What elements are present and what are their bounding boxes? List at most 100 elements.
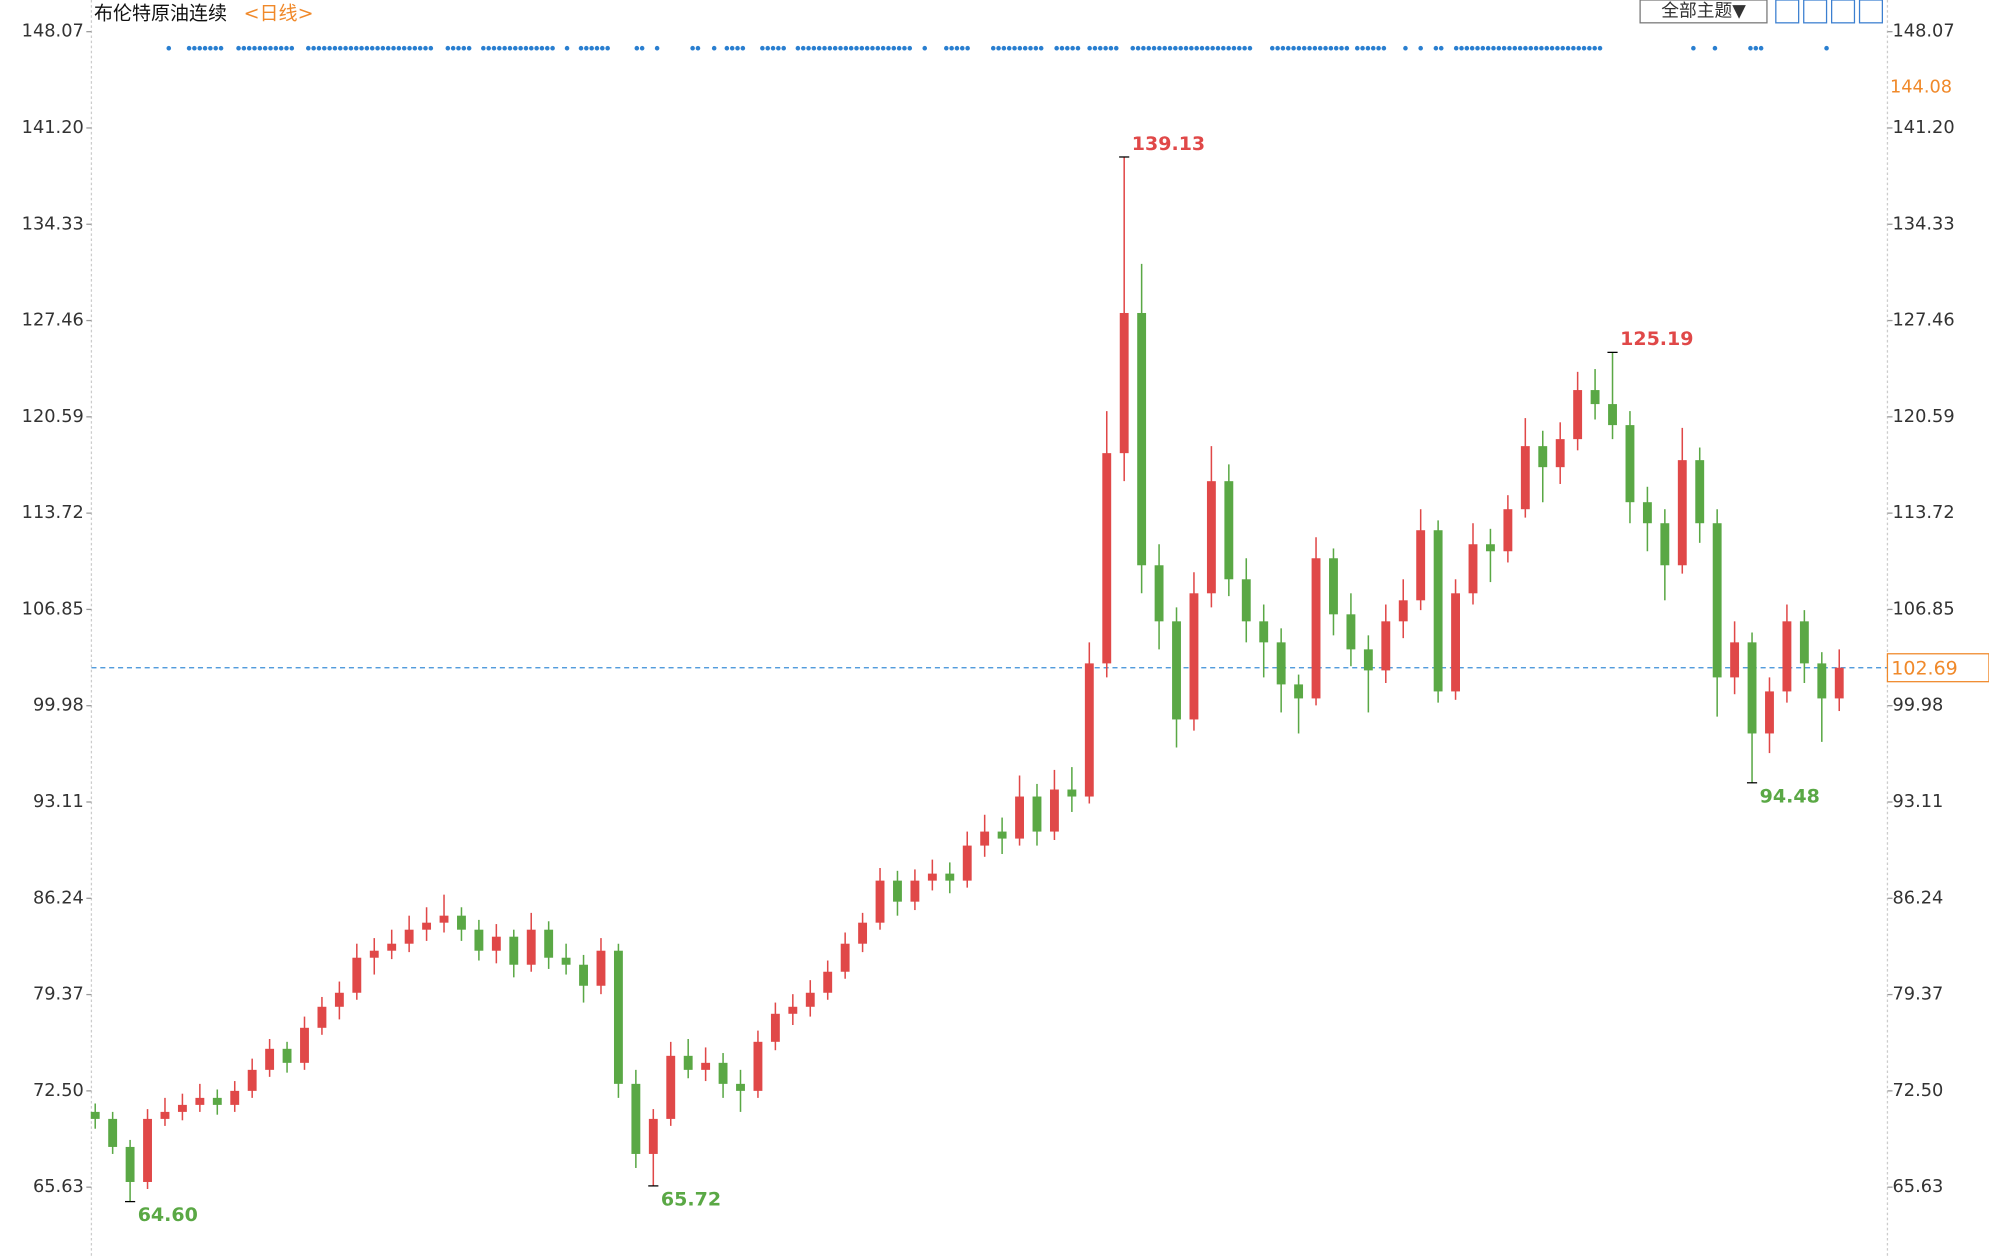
y-tick-label: 106.85 <box>22 599 84 619</box>
event-dot <box>364 45 370 51</box>
event-markers <box>166 45 1829 51</box>
event-dot <box>375 45 380 51</box>
event-dot <box>208 45 213 51</box>
event-dot <box>811 45 817 51</box>
y-tick-label: 113.72 <box>22 503 84 523</box>
event-dot <box>550 45 555 51</box>
event-dot <box>1485 45 1491 51</box>
y-tick-label: 134.33 <box>22 214 84 234</box>
event-dot <box>864 45 870 51</box>
event-dot <box>1433 45 1439 51</box>
event-dot <box>795 45 801 51</box>
event-dot <box>1328 45 1334 51</box>
event-dot <box>1339 45 1344 51</box>
candle-body <box>1154 565 1164 622</box>
candle-body <box>247 1069 257 1091</box>
event-dot <box>848 45 854 51</box>
event-dot <box>1178 45 1183 51</box>
event-dot <box>534 45 539 51</box>
event-dot <box>1333 45 1339 51</box>
theme-button-label[interactable]: 全部主题▼ <box>1661 0 1746 21</box>
event-dot <box>1496 45 1502 51</box>
event-dot <box>1824 45 1829 51</box>
candle-body <box>840 943 850 972</box>
event-dot <box>1501 45 1507 51</box>
event-dot <box>412 45 418 51</box>
event-dot <box>1571 45 1576 51</box>
low-label: 64.60 <box>138 1204 198 1226</box>
event-dot <box>822 45 827 51</box>
event-dot <box>192 45 197 51</box>
high-label: 139.13 <box>1132 133 1205 155</box>
tool-button[interactable] <box>1803 0 1828 24</box>
event-dot <box>401 45 407 51</box>
tool-button[interactable] <box>1858 0 1884 24</box>
candle-body <box>1608 404 1617 426</box>
candle-body <box>666 1055 676 1119</box>
candle-body <box>613 950 623 1084</box>
event-dot <box>1151 45 1157 51</box>
y-tick-label: 86.24 <box>33 888 84 908</box>
event-dot <box>605 45 610 51</box>
event-dot <box>380 45 386 51</box>
event-dot <box>311 45 316 51</box>
event-dot <box>1183 45 1189 51</box>
y2-tick-label: 86.24 <box>1893 888 1944 908</box>
tool-button[interactable] <box>1775 0 1800 24</box>
event-dot <box>1221 45 1226 51</box>
event-dot <box>1344 45 1350 51</box>
y-tick-label: 127.46 <box>22 311 84 331</box>
event-dot <box>1135 45 1141 51</box>
event-dot <box>1323 45 1328 51</box>
candle-body <box>1590 390 1600 405</box>
candle-body <box>1137 312 1147 566</box>
event-dot <box>578 45 584 51</box>
y-tick-label: 72.50 <box>33 1081 84 1101</box>
event-dot <box>262 45 268 51</box>
event-dot <box>1291 45 1296 51</box>
candle-body <box>439 915 449 923</box>
event-dot <box>832 45 838 51</box>
event-dot <box>843 45 849 51</box>
chart-title: 布伦特原油连续 <box>94 2 227 24</box>
candle-body <box>1311 558 1321 699</box>
candle-body <box>491 936 501 951</box>
toolbar: 全部主题▼ <box>1639 0 1884 24</box>
event-dot <box>186 45 192 51</box>
event-dot <box>724 45 730 51</box>
event-dot <box>1523 45 1528 51</box>
event-dot <box>1017 45 1023 51</box>
event-dot <box>990 45 996 51</box>
event-dot <box>1173 45 1178 51</box>
theme-button[interactable] <box>1639 0 1768 24</box>
candle-body <box>1747 642 1757 734</box>
event-dot <box>639 45 645 51</box>
event-dot <box>369 45 375 51</box>
candle-body <box>369 950 379 958</box>
right-marker: 144.08 <box>1890 78 1952 98</box>
event-dot <box>1296 45 1302 51</box>
event-dot <box>391 45 396 51</box>
candle-body <box>457 915 466 930</box>
event-dot <box>1098 45 1103 51</box>
candle-body <box>1433 530 1443 692</box>
event-dot <box>289 45 295 51</box>
candle-body <box>1381 621 1391 671</box>
event-dot <box>236 45 241 51</box>
tool-button[interactable] <box>1831 0 1856 24</box>
event-dot <box>1507 45 1512 51</box>
candle-body <box>823 971 833 993</box>
candle-body <box>1555 439 1565 468</box>
event-dot <box>1565 45 1571 51</box>
event-dot <box>1075 45 1081 51</box>
event-dot <box>770 45 776 51</box>
event-dot <box>902 45 907 51</box>
y2-tick-label: 99.98 <box>1893 696 1944 716</box>
event-dot <box>1317 45 1323 51</box>
event-dot <box>332 45 338 51</box>
event-dot <box>854 45 859 51</box>
event-dot <box>502 45 507 51</box>
event-dot <box>353 45 359 51</box>
event-dot <box>337 45 343 51</box>
event-dot <box>1403 45 1408 51</box>
